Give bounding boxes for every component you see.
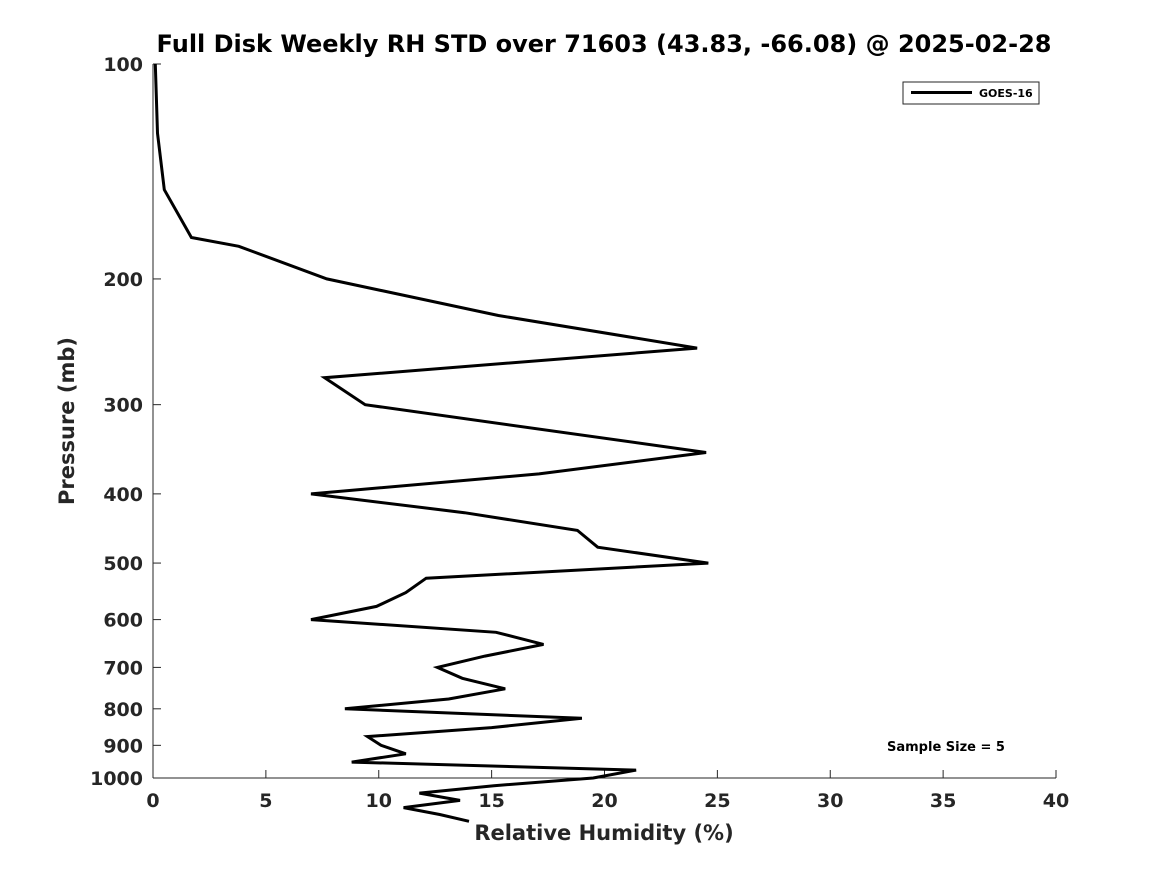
x-axis: 0 5 10 15 20 25 30 35 40 — [146, 770, 1069, 812]
y-tick-label-100: 100 — [103, 54, 143, 76]
x-tick-label-40: 40 — [1043, 790, 1069, 812]
x-tick-label-5: 5 — [259, 790, 272, 812]
x-tick-label-10: 10 — [366, 790, 392, 812]
y-axis: 100 200 300 400 500 600 700 800 900 1000 — [90, 54, 161, 790]
y-tick-label-900: 900 — [103, 735, 143, 757]
y-axis-label: Pressure (mb) — [55, 337, 79, 505]
x-tick-label-30: 30 — [817, 790, 843, 812]
y-tick-label-600: 600 — [103, 610, 143, 632]
series-line-goes-16 — [153, 63, 709, 823]
y-tick-label-800: 800 — [103, 699, 143, 721]
legend-label: GOES-16 — [979, 87, 1033, 100]
y-tick-label-300: 300 — [103, 395, 143, 417]
x-tick-label-20: 20 — [591, 790, 617, 812]
x-tick-label-0: 0 — [146, 790, 159, 812]
x-tick-label-35: 35 — [930, 790, 956, 812]
y-tick-label-200: 200 — [103, 269, 143, 291]
y-tick-label-1000: 1000 — [90, 768, 143, 790]
y-tick-label-500: 500 — [103, 553, 143, 575]
x-tick-label-15: 15 — [478, 790, 504, 812]
sample-size-annotation: Sample Size = 5 — [887, 740, 1005, 755]
series-layer — [153, 63, 709, 823]
x-tick-label-25: 25 — [704, 790, 730, 812]
chart-title: Full Disk Weekly RH STD over 71603 (43.8… — [157, 30, 1052, 58]
y-tick-label-700: 700 — [103, 657, 143, 679]
legend: GOES-16 — [902, 81, 1040, 105]
y-tick-label-400: 400 — [103, 484, 143, 506]
x-axis-label: Relative Humidity (%) — [474, 821, 733, 845]
